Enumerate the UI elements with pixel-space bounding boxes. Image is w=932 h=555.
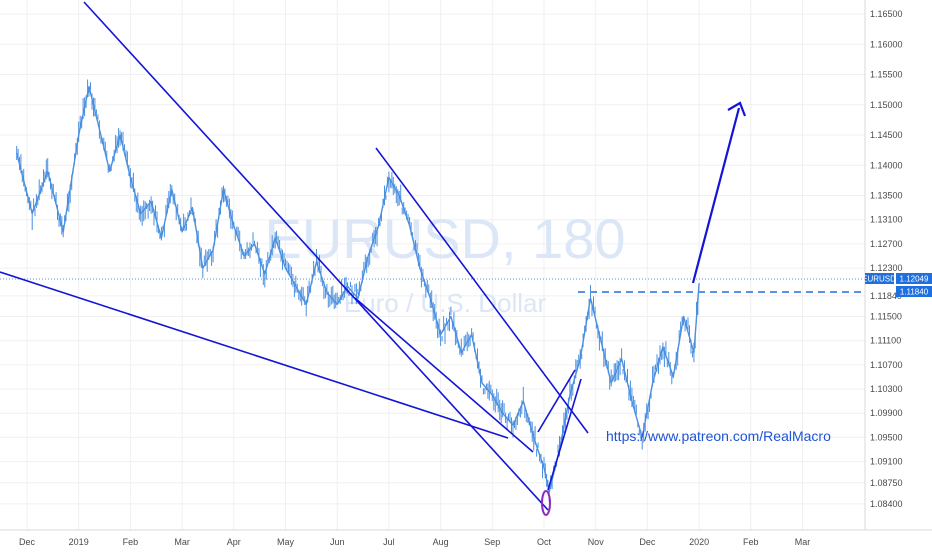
x-tick-label: 2020 [689,537,709,547]
resistance-tag-bg [896,286,932,297]
price-series [16,79,700,502]
y-tick-label: 1.16000 [870,39,903,49]
x-tick-label: Mar [174,537,190,547]
y-tick-label: 1.11500 [870,311,902,321]
current-price-tag-bg [896,273,932,284]
lower-support-line[interactable] [0,271,509,439]
y-tick-label: 1.09900 [870,408,903,418]
y-tick-label: 1.14000 [870,160,903,170]
x-axis: Dec 2019 Feb Mar Apr May Jun Jul Aug Sep Oct Nov Dec… [19,537,810,547]
x-tick-label: Mar [795,537,811,547]
resistance-price-value: 1.11840 [900,288,929,297]
y-tick-label: 1.13100 [870,215,903,225]
x-tick-label: Jul [383,537,395,547]
y-tick-label: 1.15500 [870,70,903,80]
x-tick-label: May [277,537,295,547]
symbol-tag-bg [865,273,894,284]
x-tick-label: Nov [588,537,605,547]
y-tick-label: 1.14500 [870,130,903,140]
y-tick-label: 1.11100 [870,336,901,346]
x-tick-label: Apr [227,537,241,547]
current-price-value: 1.12049 [900,275,929,284]
y-axis: 1.16500 1.16000 1.15500 1.15000 1.14500 1.140… [870,9,903,509]
y-tick-label: 1.15000 [870,100,903,110]
upper-channel-line[interactable] [375,147,589,434]
y-tick-label: 1.12700 [870,239,903,249]
y-tick-label: 1.10700 [870,360,903,370]
current-price-tag: EURUSD 1.12049 [862,273,932,284]
x-tick-label: Feb [743,537,759,547]
x-tick-label: Aug [433,537,449,547]
x-tick-label: Feb [123,537,139,547]
y-tick-label: 1.08750 [870,478,903,488]
x-tick-label: 2019 [69,537,89,547]
projection-arrow-line[interactable] [691,107,741,284]
projection-arrow-head [727,101,747,117]
inner-channel-line[interactable] [354,297,534,453]
x-tick-label: Sep [484,537,500,547]
y-tick-label: 1.12300 [870,263,903,273]
resistance-price-tag: 1.11840 [896,286,932,297]
watermark-subtitle: Euro / U.S. Dollar [344,288,547,318]
rising-wedge-lower-line[interactable] [547,378,582,491]
y-tick-label: 1.10300 [870,384,903,394]
rising-wedge-upper-line[interactable] [537,369,576,433]
y-tick-label: 1.09500 [870,432,903,442]
y-tick-label: 1.16500 [870,9,903,19]
x-tick-label: Oct [537,537,552,547]
trendlines [0,1,747,511]
low-marker[interactable] [541,490,551,516]
symbol-tag: EURUSD [862,275,896,284]
watermark-title: EURUSD, 180 [264,207,625,270]
x-tick-label: Jun [330,537,345,547]
y-tick-label: 1.11840 [870,291,902,301]
x-tick-label: Dec [639,537,656,547]
y-tick-label: 1.08400 [870,499,903,509]
y-tick-label: 1.09100 [870,457,903,467]
y-tick-label: 1.13500 [870,191,903,201]
x-tick-label: Dec [19,537,36,547]
patreon-link[interactable]: https://www.patreon.com/RealMacro [606,428,831,444]
